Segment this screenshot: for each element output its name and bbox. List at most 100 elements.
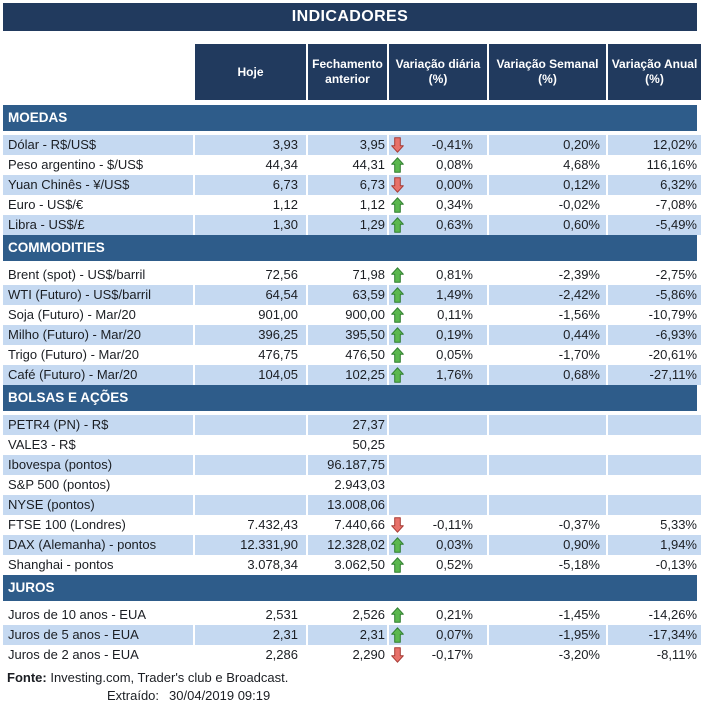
row-label: VALE3 - R$ <box>3 435 193 455</box>
cell-fechamento-anterior: 1,29 <box>308 215 387 235</box>
row-label: Café (Futuro) - Mar/20 <box>3 365 193 385</box>
cell-variacao-semanal <box>489 435 606 455</box>
cell-variacao-anual: -20,61% <box>608 345 701 365</box>
cell-variacao-anual: -2,75% <box>608 265 701 285</box>
cell-variacao-semanal: -1,56% <box>489 305 606 325</box>
table-row: DAX (Alemanha) - pontos 12.331,90 12.328… <box>3 535 701 555</box>
table-row: Peso argentino - $/US$ 44,34 44,31 0,08%… <box>3 155 701 175</box>
cell-fechamento-anterior: 900,00 <box>308 305 387 325</box>
table-row: Juros de 2 anos - EUA 2,286 2,290 -0,17%… <box>3 645 701 665</box>
cell-fechamento-anterior: 3.062,50 <box>308 555 387 575</box>
up-arrow-icon <box>389 367 407 383</box>
cell-variacao-semanal <box>489 415 606 435</box>
cell-fechamento-anterior: 102,25 <box>308 365 387 385</box>
table-row: Yuan Chinês - ¥/US$ 6,73 6,73 0,00% 0,12… <box>3 175 701 195</box>
cell-variacao-diaria: 0,81% <box>389 265 487 285</box>
cell-variacao-semanal <box>489 475 606 495</box>
down-arrow-icon <box>389 177 407 193</box>
cell-variacao-semanal: 0,90% <box>489 535 606 555</box>
cell-fechamento-anterior: 7.440,66 <box>308 515 387 535</box>
cell-hoje: 12.331,90 <box>195 535 306 555</box>
variacao-diaria-value: 0,07% <box>436 627 473 642</box>
row-label: Juros de 5 anos - EUA <box>3 625 193 645</box>
cell-variacao-semanal: 0,68% <box>489 365 606 385</box>
cell-variacao-anual: -5,86% <box>608 285 701 305</box>
variacao-diaria-value: -0,41% <box>431 137 473 152</box>
cell-variacao-semanal: 0,20% <box>489 135 606 155</box>
cell-hoje: 3,93 <box>195 135 306 155</box>
up-arrow-icon <box>389 557 407 573</box>
cell-variacao-semanal: -1,70% <box>489 345 606 365</box>
variacao-diaria-value: 0,08% <box>436 157 473 172</box>
fonte-text: Investing.com, Trader's club e Broadcast… <box>46 670 289 685</box>
cell-variacao-anual: -27,11% <box>608 365 701 385</box>
row-label: FTSE 100 (Londres) <box>3 515 193 535</box>
cell-hoje: 1,12 <box>195 195 306 215</box>
cell-variacao-diaria <box>389 435 487 455</box>
row-label: Libra - US$/£ <box>3 215 193 235</box>
extracted-line: Extraído: 30/04/2019 09:19 <box>3 687 697 705</box>
table-header: Hoje Fechamento anterior Variação diária… <box>3 44 701 100</box>
cell-variacao-anual <box>608 495 701 515</box>
row-label: Soja (Futuro) - Mar/20 <box>3 305 193 325</box>
source-line: Fonte: Investing.com, Trader's club e Br… <box>3 669 697 687</box>
cell-variacao-diaria: 0,05% <box>389 345 487 365</box>
cell-variacao-diaria: 0,34% <box>389 195 487 215</box>
cell-variacao-diaria <box>389 475 487 495</box>
column-header-fechamento-anterior: Fechamento anterior <box>308 44 387 100</box>
up-arrow-icon <box>389 287 407 303</box>
variacao-diaria-value: -0,17% <box>431 647 473 662</box>
cell-fechamento-anterior: 2,290 <box>308 645 387 665</box>
cell-fechamento-anterior: 2.943,03 <box>308 475 387 495</box>
cell-hoje: 44,34 <box>195 155 306 175</box>
cell-fechamento-anterior: 12.328,02 <box>308 535 387 555</box>
cell-variacao-anual: 5,33% <box>608 515 701 535</box>
cell-variacao-semanal <box>489 455 606 475</box>
cell-variacao-diaria: -0,17% <box>389 645 487 665</box>
up-arrow-icon <box>389 197 407 213</box>
table-row: PETR4 (PN) - R$ 27,37 <box>3 415 701 435</box>
down-arrow-icon <box>389 137 407 153</box>
variacao-diaria-value: 0,11% <box>437 307 473 322</box>
cell-variacao-semanal: -1,95% <box>489 625 606 645</box>
row-label: Euro - US$/€ <box>3 195 193 215</box>
cell-variacao-anual: 12,02% <box>608 135 701 155</box>
table-row: Euro - US$/€ 1,12 1,12 0,34% -0,02% -7,0… <box>3 195 701 215</box>
section-rows: Juros de 10 anos - EUA 2,531 2,526 0,21%… <box>3 605 701 665</box>
up-arrow-icon <box>389 347 407 363</box>
cell-variacao-anual: 6,32% <box>608 175 701 195</box>
cell-hoje <box>195 475 306 495</box>
cell-hoje: 7.432,43 <box>195 515 306 535</box>
cell-hoje: 476,75 <box>195 345 306 365</box>
cell-variacao-semanal: -1,45% <box>489 605 606 625</box>
cell-fechamento-anterior: 96.187,75 <box>308 455 387 475</box>
row-label: WTI (Futuro) - US$/barril <box>3 285 193 305</box>
cell-variacao-semanal: 4,68% <box>489 155 606 175</box>
row-label: Brent (spot) - US$/barril <box>3 265 193 285</box>
cell-variacao-diaria <box>389 455 487 475</box>
cell-variacao-diaria: 0,11% <box>389 305 487 325</box>
cell-variacao-diaria <box>389 415 487 435</box>
variacao-diaria-value: 0,63% <box>436 217 473 232</box>
table-row: Juros de 5 anos - EUA 2,31 2,31 0,07% -1… <box>3 625 701 645</box>
cell-variacao-diaria: 1,49% <box>389 285 487 305</box>
cell-fechamento-anterior: 71,98 <box>308 265 387 285</box>
table-row: Libra - US$/£ 1,30 1,29 0,63% 0,60% -5,4… <box>3 215 701 235</box>
cell-fechamento-anterior: 27,37 <box>308 415 387 435</box>
table-row: Juros de 10 anos - EUA 2,531 2,526 0,21%… <box>3 605 701 625</box>
fonte-label: Fonte: <box>7 670 47 685</box>
row-label: Juros de 10 anos - EUA <box>3 605 193 625</box>
cell-variacao-semanal: 0,12% <box>489 175 606 195</box>
table-section: MOEDAS Dólar - R$/US$ 3,93 3,95 -0,41% 0… <box>3 105 701 235</box>
up-arrow-icon <box>389 267 407 283</box>
section-rows: Dólar - R$/US$ 3,93 3,95 -0,41% 0,20% 12… <box>3 135 701 235</box>
header-spacer <box>3 44 193 100</box>
cell-fechamento-anterior: 13.008,06 <box>308 495 387 515</box>
table-row: Trigo (Futuro) - Mar/20 476,75 476,50 0,… <box>3 345 701 365</box>
row-label: NYSE (pontos) <box>3 495 193 515</box>
table-row: Café (Futuro) - Mar/20 104,05 102,25 1,7… <box>3 365 701 385</box>
cell-fechamento-anterior: 3,95 <box>308 135 387 155</box>
cell-fechamento-anterior: 1,12 <box>308 195 387 215</box>
table-row: Milho (Futuro) - Mar/20 396,25 395,50 0,… <box>3 325 701 345</box>
section-header: COMMODITIES <box>3 235 697 261</box>
